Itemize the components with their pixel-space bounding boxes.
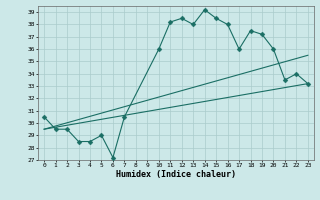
- X-axis label: Humidex (Indice chaleur): Humidex (Indice chaleur): [116, 170, 236, 179]
